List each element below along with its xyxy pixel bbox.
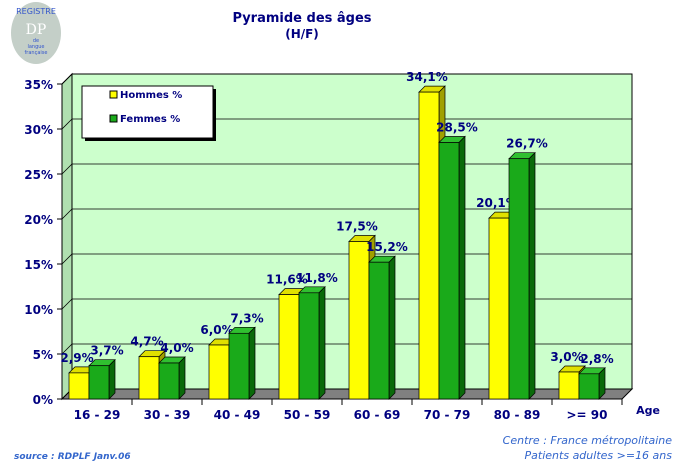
bar-femmes xyxy=(158,362,180,400)
logo-sub3: française xyxy=(25,50,48,56)
data-label: 7,3% xyxy=(230,311,263,325)
bar-side xyxy=(598,366,606,400)
bar-femmes xyxy=(578,373,600,400)
x-tick-label: >= 90 xyxy=(567,408,608,422)
x-axis-label: Age xyxy=(636,404,660,417)
gridline xyxy=(61,73,632,85)
bar-hommes xyxy=(278,294,300,400)
bar-hommes xyxy=(558,371,580,400)
y-tick-label: 20% xyxy=(24,213,53,227)
data-label: 17,5% xyxy=(336,220,378,234)
bar-hommes xyxy=(138,356,160,400)
data-label: 3,0% xyxy=(550,350,583,364)
data-label: 11,6% xyxy=(266,273,308,287)
x-tick-label: 80 - 89 xyxy=(494,408,541,422)
y-tick-label: 15% xyxy=(24,258,53,272)
logo-initials: DP xyxy=(26,22,47,38)
bar-side xyxy=(528,151,536,400)
x-tick-label: 16 - 29 xyxy=(74,408,121,422)
logo-sub1: de xyxy=(33,38,39,44)
data-label: 2,9% xyxy=(60,351,93,365)
data-label: 20,1% xyxy=(476,196,518,210)
bar-femmes xyxy=(438,142,460,400)
bar-side xyxy=(108,358,116,400)
data-label: 4,7% xyxy=(130,335,163,349)
x-tick-label: 50 - 59 xyxy=(284,408,331,422)
bar-femmes xyxy=(228,332,250,400)
bar-hommes xyxy=(488,217,510,400)
bar-femmes xyxy=(88,365,110,400)
data-label: 2,8% xyxy=(580,352,613,366)
y-tick-label: 5% xyxy=(33,348,53,362)
logo: REGISTRE DP de langue française xyxy=(11,2,61,64)
logo-text: REGISTRE xyxy=(16,7,56,16)
data-label: 6,0% xyxy=(200,323,233,337)
x-tick-label: 70 - 79 xyxy=(424,408,471,422)
legend xyxy=(81,85,214,139)
y-tick-label: 10% xyxy=(24,303,53,317)
data-label: 4,0% xyxy=(160,341,193,355)
legend-label: Femmes % xyxy=(120,114,180,125)
x-tick-label: 30 - 39 xyxy=(144,408,191,422)
legend-swatch xyxy=(109,90,118,99)
chart-title: Pyramide des âges xyxy=(232,11,371,26)
data-label: 28,5% xyxy=(436,121,478,135)
bar-side xyxy=(178,356,186,400)
bar-hommes xyxy=(208,344,230,400)
bar-hommes xyxy=(418,91,440,400)
bar-femmes xyxy=(368,261,390,400)
bar-side xyxy=(388,255,396,400)
bar-hommes xyxy=(68,372,90,400)
legend-swatch xyxy=(109,114,118,123)
data-label: 11,8% xyxy=(296,271,338,285)
y-tick-label: 25% xyxy=(24,168,53,182)
patients-note: Patients adultes >=16 ans xyxy=(525,449,673,462)
data-label: 26,7% xyxy=(506,137,548,151)
chart-subtitle: (H/F) xyxy=(285,27,319,41)
bar-side xyxy=(248,326,256,400)
bar-hommes xyxy=(348,241,370,400)
y-tick-label: 0% xyxy=(33,393,53,407)
y-tick-label: 30% xyxy=(24,123,53,137)
bar-side xyxy=(458,135,466,400)
data-label: 34,1% xyxy=(406,70,448,84)
legend-label: Hommes % xyxy=(120,90,182,101)
source-note: source : RDPLF Janv.06 xyxy=(14,452,131,462)
logo-sub2: langue xyxy=(27,44,44,50)
centre-note: Centre : France métropolitaine xyxy=(503,434,673,447)
bar-femmes xyxy=(298,292,320,400)
data-label: 3,7% xyxy=(90,344,123,358)
bar-side xyxy=(318,285,326,400)
y-tick-label: 35% xyxy=(24,78,53,92)
x-tick-label: 60 - 69 xyxy=(354,408,401,422)
bar-femmes xyxy=(508,158,530,400)
x-tick-label: 40 - 49 xyxy=(214,408,261,422)
data-label: 15,2% xyxy=(366,240,408,254)
